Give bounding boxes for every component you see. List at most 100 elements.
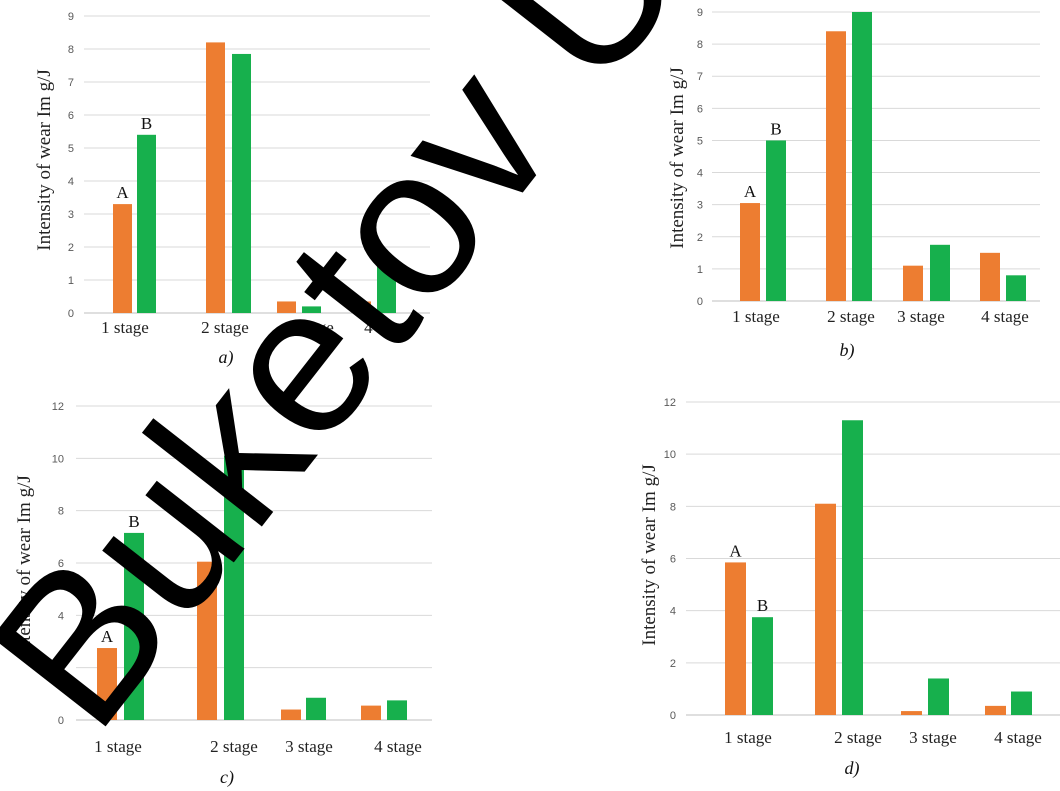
y-tick-label: 6 (68, 110, 74, 122)
series-label-a: A (729, 541, 742, 560)
y-tick-label: 4 (68, 176, 74, 188)
y-tick-label: 1 (68, 275, 74, 287)
bar-b-4 (387, 700, 407, 720)
x-category-label: 3 stage (285, 737, 333, 756)
x-category-label: 4 stage (981, 307, 1029, 326)
y-tick-label: 1 (697, 264, 703, 276)
bar-b-2 (842, 420, 863, 715)
x-category-label: 2 stage (210, 737, 258, 756)
y-tick-label: 2 (58, 663, 64, 675)
bar-a-3 (901, 711, 922, 715)
bar-a-3 (281, 709, 301, 720)
bar-a-1 (97, 648, 117, 720)
y-tick-label: 6 (58, 558, 64, 570)
x-category-label: 2 stage (201, 318, 249, 337)
series-label-b: B (141, 114, 152, 133)
y-axis-label: Intensity of wear Im g/J (14, 475, 35, 657)
x-category-label: 1 stage (732, 307, 780, 326)
y-tick-label: 12 (664, 397, 676, 409)
x-category-label: 3 stage (897, 307, 945, 326)
x-category-label: 2 stage (834, 728, 882, 747)
y-tick-label: 9 (697, 7, 703, 19)
y-tick-label: 3 (697, 200, 703, 212)
y-tick-label: 0 (697, 296, 703, 308)
chart-panel-d: 0 2 4 6 8 10 12 A B 1 stage 2 stage 3 stage 4 stage I… (639, 397, 1060, 779)
bar-b-3 (928, 678, 949, 715)
y-tick-label: 5 (697, 135, 703, 147)
y-tick-label: 4 (697, 168, 703, 180)
y-axis-label: Intensity of wear Im g/J (639, 464, 660, 646)
series-label-a: A (744, 182, 757, 201)
bar-a-3 (277, 301, 296, 313)
y-tick-label: 12 (52, 401, 64, 413)
bar-a-2 (826, 31, 846, 302)
bar-b-1 (124, 532, 144, 720)
bar-b-2 (232, 53, 251, 313)
bar-b-2 (224, 455, 244, 720)
x-category-label: 3 stage (909, 728, 957, 747)
chart-panel-c: 0 2 4 6 8 10 12 A B 1 stage 2 stage 3 stage 4 stage I… (14, 401, 432, 788)
y-tick-label: 8 (68, 44, 74, 56)
bar-a-2 (206, 42, 225, 314)
bar-b-4 (1011, 691, 1032, 715)
y-tick-label: 6 (670, 554, 676, 566)
bar-a-2 (197, 561, 217, 720)
y-tick-label: 10 (52, 453, 64, 465)
series-label-b: B (757, 596, 768, 615)
y-tick-label: 3 (68, 209, 74, 221)
series-label-b: B (128, 512, 139, 531)
series-label-a: A (101, 627, 114, 646)
chart-panel-a: 0 1 2 3 4 5 6 7 8 9 A B 1 stage 2 stage 3 stage 4 stage… (34, 11, 430, 368)
x-category-label: 1 stage (101, 318, 149, 337)
bar-b-1 (137, 134, 156, 313)
x-category-label: 1 stage (94, 737, 142, 756)
series-label-a: A (116, 183, 129, 202)
bar-b-3 (930, 244, 950, 301)
y-tick-label: 2 (68, 242, 74, 254)
bar-a-4 (980, 252, 1000, 301)
x-category-label: 2 stage (827, 307, 875, 326)
y-tick-label: 10 (664, 449, 676, 461)
bar-b-1 (766, 140, 786, 301)
y-tick-label: 0 (58, 715, 64, 727)
y-tick-label: 7 (697, 71, 703, 83)
y-tick-label: 2 (670, 658, 676, 670)
panel-caption: c) (220, 767, 234, 788)
bar-b-4 (377, 265, 396, 313)
bar-a-1 (113, 204, 132, 313)
x-category-label: 3 stage (286, 318, 334, 337)
y-tick-label: 0 (670, 710, 676, 722)
bar-b-1 (752, 617, 773, 715)
y-tick-label: 4 (58, 610, 64, 622)
y-tick-label: 7 (68, 77, 74, 89)
y-tick-label: 8 (58, 506, 64, 518)
x-category-label: 1 stage (724, 728, 772, 747)
y-tick-label: 8 (670, 501, 676, 513)
panel-caption: a) (219, 347, 234, 368)
bar-b-2 (852, 12, 872, 301)
y-axis-label: Intensity of wear Im g/J (667, 67, 688, 249)
y-tick-label: 4 (670, 606, 676, 618)
y-tick-label: 9 (68, 11, 74, 23)
y-tick-label: 8 (697, 39, 703, 51)
panel-caption: b) (840, 340, 855, 361)
bar-b-3 (302, 306, 321, 313)
bar-a-1 (740, 203, 760, 301)
y-axis-label: Intensity of wear Im g/J (34, 69, 55, 251)
y-tick-label: 0 (68, 308, 74, 320)
bar-a-1 (725, 562, 746, 715)
x-category-label: 4 stage (994, 728, 1042, 747)
chart-panel-b: 0 1 2 3 4 5 6 7 8 9 A B 1 stage 2 stage 3 stage 4 stage… (667, 7, 1040, 361)
panel-caption: d) (845, 758, 860, 779)
y-tick-label: 6 (697, 103, 703, 115)
bar-a-4 (361, 705, 381, 720)
bar-a-2 (815, 503, 836, 715)
y-tick-label: 5 (68, 143, 74, 155)
bar-a-3 (903, 265, 923, 301)
series-label-b: B (770, 119, 781, 138)
bar-b-3 (306, 697, 326, 720)
x-category-label: 4 stage (374, 737, 422, 756)
bar-a-4 (352, 301, 371, 313)
bar-a-4 (985, 705, 1006, 715)
